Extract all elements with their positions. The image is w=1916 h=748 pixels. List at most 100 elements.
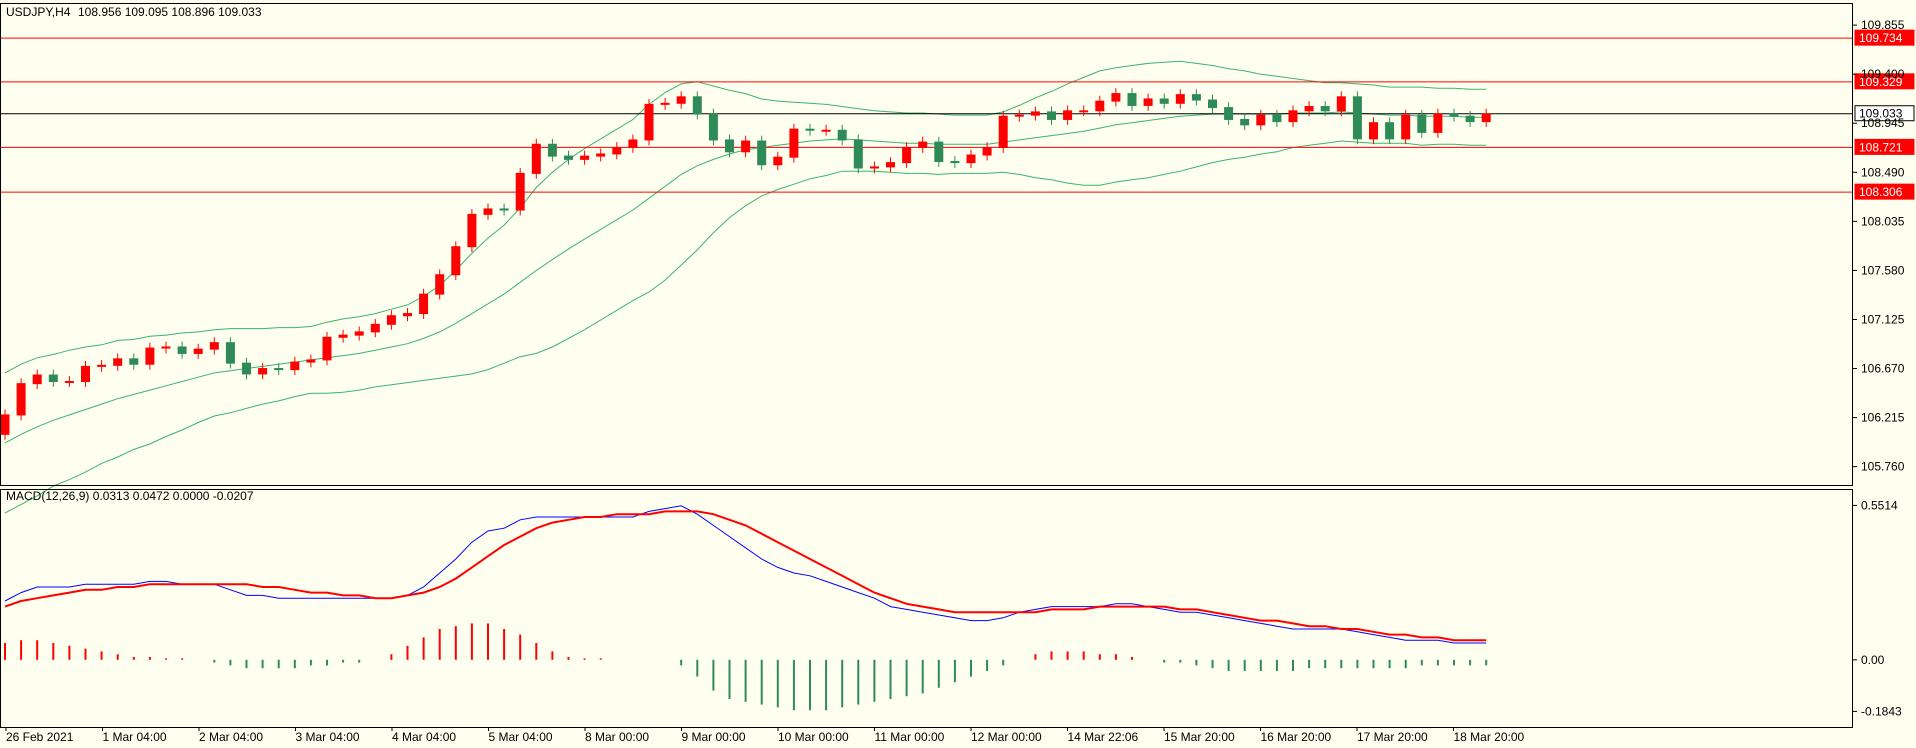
candle-body[interactable] bbox=[370, 323, 380, 333]
candle-body[interactable] bbox=[1449, 113, 1459, 117]
candle-body[interactable] bbox=[145, 347, 155, 365]
candle-body[interactable] bbox=[676, 96, 686, 104]
candle-body[interactable] bbox=[48, 374, 58, 382]
candle-body[interactable] bbox=[741, 140, 751, 153]
candle-body[interactable] bbox=[869, 166, 879, 169]
candle-body[interactable] bbox=[242, 362, 251, 375]
time-label: 3 Mar 04:00 bbox=[296, 730, 360, 744]
candle-body[interactable] bbox=[547, 143, 557, 157]
candle-body[interactable] bbox=[419, 293, 429, 315]
candle-body[interactable] bbox=[692, 96, 702, 115]
candle-body[interactable] bbox=[644, 103, 654, 141]
candle-body[interactable] bbox=[64, 380, 74, 383]
candle-body[interactable] bbox=[837, 129, 847, 141]
candle-body[interactable] bbox=[1240, 118, 1250, 126]
candle-body[interactable] bbox=[580, 155, 590, 160]
candle-body[interactable] bbox=[209, 342, 219, 350]
candle-body[interactable] bbox=[16, 383, 26, 416]
candle-body[interactable] bbox=[1417, 114, 1427, 133]
candle-body[interactable] bbox=[1079, 110, 1089, 113]
candle-body[interactable] bbox=[1047, 111, 1056, 120]
candle-body[interactable] bbox=[805, 128, 815, 131]
candle-body[interactable] bbox=[886, 162, 895, 168]
candle-body[interactable] bbox=[902, 146, 912, 164]
candle-body[interactable] bbox=[113, 358, 123, 366]
candle-body[interactable] bbox=[1063, 110, 1073, 120]
candle-body[interactable] bbox=[1336, 96, 1346, 112]
candle-body[interactable] bbox=[467, 213, 477, 248]
candle-body[interactable] bbox=[177, 346, 187, 354]
candle-body[interactable] bbox=[515, 172, 525, 211]
candle-body[interactable] bbox=[773, 156, 783, 166]
candle-body[interactable] bbox=[274, 368, 284, 371]
candle-body[interactable] bbox=[1401, 114, 1411, 140]
candle-body[interactable] bbox=[1191, 94, 1201, 101]
candle-body[interactable] bbox=[1385, 122, 1395, 140]
candle-body[interactable] bbox=[81, 365, 90, 382]
time-label: 4 Mar 04:00 bbox=[392, 730, 456, 744]
candle-body[interactable] bbox=[1288, 110, 1298, 123]
candle-body[interactable] bbox=[306, 359, 316, 363]
candle-body[interactable] bbox=[1208, 99, 1217, 109]
candle-body[interactable] bbox=[129, 358, 139, 365]
candle-body[interactable] bbox=[32, 374, 42, 385]
candle-body[interactable] bbox=[290, 361, 300, 371]
time-label: 12 Mar 00:00 bbox=[971, 730, 1042, 744]
candle-body[interactable] bbox=[225, 342, 235, 364]
candle-body[interactable] bbox=[322, 336, 332, 361]
candle-body[interactable] bbox=[258, 368, 268, 375]
candle-body[interactable] bbox=[1175, 94, 1185, 104]
candle-body[interactable] bbox=[1095, 100, 1105, 112]
candle-body[interactable] bbox=[531, 143, 541, 174]
candle-body[interactable] bbox=[725, 139, 734, 153]
candle-body[interactable] bbox=[97, 364, 107, 367]
macd-label: MACD(12,26,9) 0.0313 0.0472 0.0000 -0.02… bbox=[6, 489, 254, 503]
candle-body[interactable] bbox=[451, 246, 461, 276]
candle-body[interactable] bbox=[193, 348, 203, 354]
candle-body[interactable] bbox=[338, 334, 348, 338]
candle-body[interactable] bbox=[1159, 98, 1169, 104]
candle-body[interactable] bbox=[1014, 114, 1024, 117]
candle-body[interactable] bbox=[483, 208, 493, 215]
candle-body[interactable] bbox=[564, 155, 573, 160]
candle-body[interactable] bbox=[1369, 122, 1378, 140]
candle-body[interactable] bbox=[789, 128, 799, 158]
candle-body[interactable] bbox=[161, 346, 171, 349]
candle-body[interactable] bbox=[628, 139, 638, 148]
candle-body[interactable] bbox=[934, 141, 944, 163]
candle-body[interactable] bbox=[612, 146, 622, 155]
candle-body[interactable] bbox=[1465, 115, 1475, 123]
price-pane[interactable] bbox=[0, 37, 1853, 514]
candle-body[interactable] bbox=[757, 140, 767, 166]
candle-body[interactable] bbox=[1352, 96, 1362, 140]
candle-body[interactable] bbox=[435, 274, 445, 295]
candle-body[interactable] bbox=[1224, 107, 1234, 120]
candle-body[interactable] bbox=[982, 146, 992, 156]
candle-body[interactable] bbox=[1256, 114, 1266, 126]
candle-body[interactable] bbox=[708, 113, 718, 141]
macd-pane[interactable] bbox=[4, 505, 1488, 711]
candle-body[interactable] bbox=[403, 313, 412, 317]
candle-body[interactable] bbox=[853, 139, 863, 169]
candle-body[interactable] bbox=[1304, 106, 1314, 112]
candle-body[interactable] bbox=[1320, 106, 1330, 112]
candle-body[interactable] bbox=[821, 129, 831, 132]
candle-body[interactable] bbox=[1127, 93, 1137, 106]
candle-body[interactable] bbox=[660, 102, 670, 105]
candle-body[interactable] bbox=[1481, 113, 1491, 123]
candle-body[interactable] bbox=[1433, 113, 1443, 133]
candle-body[interactable] bbox=[1111, 93, 1121, 102]
candle-body[interactable] bbox=[354, 331, 364, 336]
candle-body[interactable] bbox=[1272, 114, 1282, 123]
candle-body[interactable] bbox=[499, 208, 509, 211]
candle-body[interactable] bbox=[596, 153, 606, 157]
candle-body[interactable] bbox=[966, 154, 976, 164]
candle-body[interactable] bbox=[1030, 111, 1040, 116]
candle-body[interactable] bbox=[0, 414, 10, 435]
candle-body[interactable] bbox=[918, 141, 928, 148]
candle-body[interactable] bbox=[386, 315, 396, 325]
candle-body[interactable] bbox=[950, 161, 960, 164]
candle-body[interactable] bbox=[1143, 98, 1153, 106]
candle-body[interactable] bbox=[998, 115, 1008, 148]
